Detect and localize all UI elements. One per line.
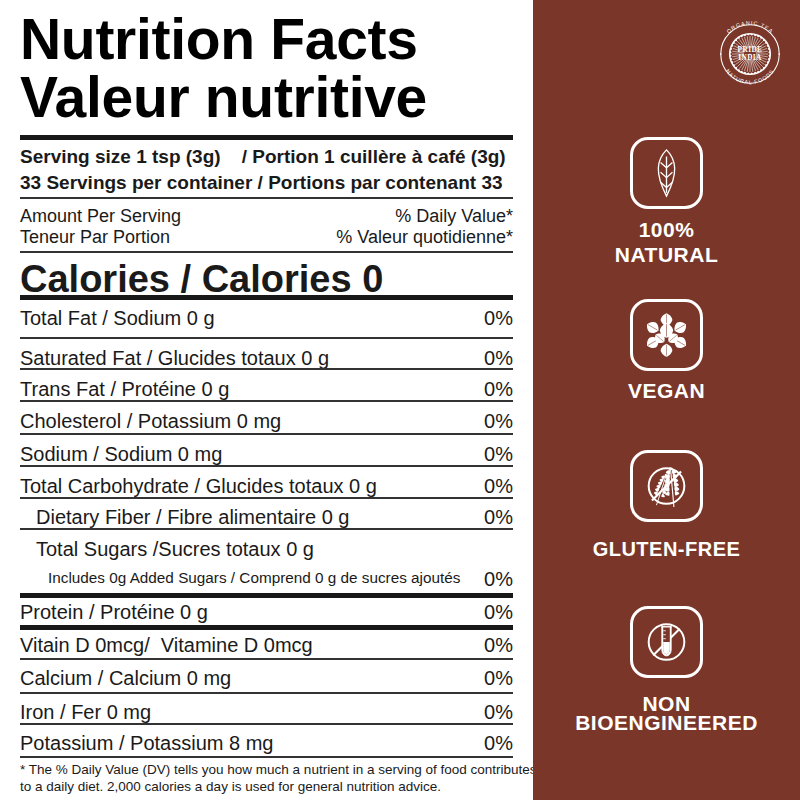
svg-text:ORGANIC TEA: ORGANIC TEA xyxy=(725,20,774,35)
